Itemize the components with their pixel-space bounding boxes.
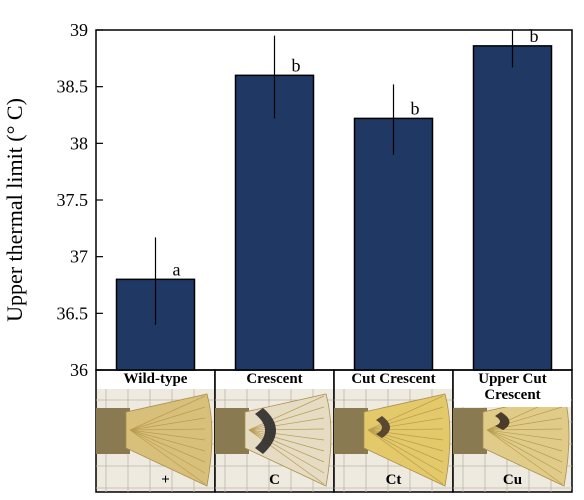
y-tick-label: 39 [70, 20, 88, 40]
y-tick-label: 37.5 [57, 190, 89, 210]
category-label-line: Wild-type [123, 371, 188, 387]
fin-ray [129, 395, 206, 431]
fin-ray [248, 429, 325, 474]
y-tick-label: 36 [70, 360, 88, 380]
fin-ray [129, 429, 206, 452]
fin-ray [129, 428, 206, 431]
bar-3 [353, 117, 434, 371]
y-tick-label: 38.5 [57, 77, 89, 97]
genotype-code: Ct [385, 472, 402, 488]
fin-ray [248, 429, 325, 463]
label-backdrop [216, 371, 333, 389]
bar-4 [472, 45, 553, 371]
fin-ray [129, 429, 206, 441]
fish-body [453, 408, 487, 454]
fin-ray [486, 428, 563, 431]
fish-body [334, 408, 368, 454]
fin-photo-4 [452, 369, 573, 493]
tail-fin [125, 393, 213, 487]
significance-letter-4: b [530, 26, 539, 46]
fin-ray [248, 428, 325, 431]
significance-letter-3: b [411, 98, 420, 118]
y-axis-label: Upper thermal limit (° C) [2, 98, 27, 322]
fin-ray [248, 429, 325, 441]
fin-ray [248, 429, 325, 452]
category-label: Crescent [215, 371, 334, 387]
fin-ray [367, 417, 444, 431]
fin-ray [486, 429, 563, 485]
fin-ray [129, 429, 206, 474]
fin-ray [129, 429, 206, 485]
tail-fin [363, 393, 451, 487]
fin-ray [248, 417, 325, 431]
genotype-code: + [161, 472, 170, 488]
genotype-code: Cu [502, 472, 523, 488]
fin-photos [95, 369, 573, 493]
fin-ray [486, 429, 563, 452]
significance-letter-2: b [292, 55, 301, 75]
category-label-line: Crescent [484, 387, 541, 403]
fin-photo-3 [333, 369, 454, 493]
bar-2 [234, 74, 315, 371]
fin-ray [486, 429, 563, 463]
fin-ray [129, 417, 206, 431]
category-label: Cut Crescent [334, 371, 453, 387]
fin-photo-2 [214, 369, 335, 493]
plot-area: 36 36.5 37 37.5 38 38.5 39 a b b b [57, 20, 573, 380]
fin-ray [367, 429, 444, 485]
significance-letter-1: a [173, 259, 181, 279]
category-label-line: Crescent [246, 371, 303, 387]
category-label: Wild-type [96, 371, 215, 387]
fin-ray [248, 429, 325, 485]
fin-ray [129, 429, 206, 463]
fin-ray [248, 395, 325, 431]
y-tick-label: 38 [70, 133, 88, 153]
fin-ray [367, 429, 444, 474]
fin-ray [486, 429, 563, 441]
fin-ray [367, 428, 444, 431]
fish-body [215, 408, 249, 454]
y-tick-label: 36.5 [57, 303, 89, 323]
crescent-spot [495, 412, 510, 430]
label-backdrop [97, 371, 214, 389]
crescent-spot [376, 416, 390, 438]
fin-photo-1 [95, 369, 216, 493]
crescent-spot [255, 408, 276, 454]
category-label: Upper Cut Crescent [453, 371, 572, 403]
fin-ray [129, 406, 206, 431]
fin-ray [367, 395, 444, 431]
y-tick-label: 37 [70, 247, 88, 267]
fish-body [96, 408, 130, 454]
fin-ray [248, 406, 325, 431]
category-label-line: Cut Crescent [351, 371, 436, 387]
label-backdrop [335, 371, 452, 389]
genotype-code: C [269, 472, 280, 488]
label-backdrop [454, 371, 571, 407]
category-label-line: Upper Cut [478, 371, 547, 387]
fin-ray [486, 429, 563, 474]
fin-ray [367, 406, 444, 431]
